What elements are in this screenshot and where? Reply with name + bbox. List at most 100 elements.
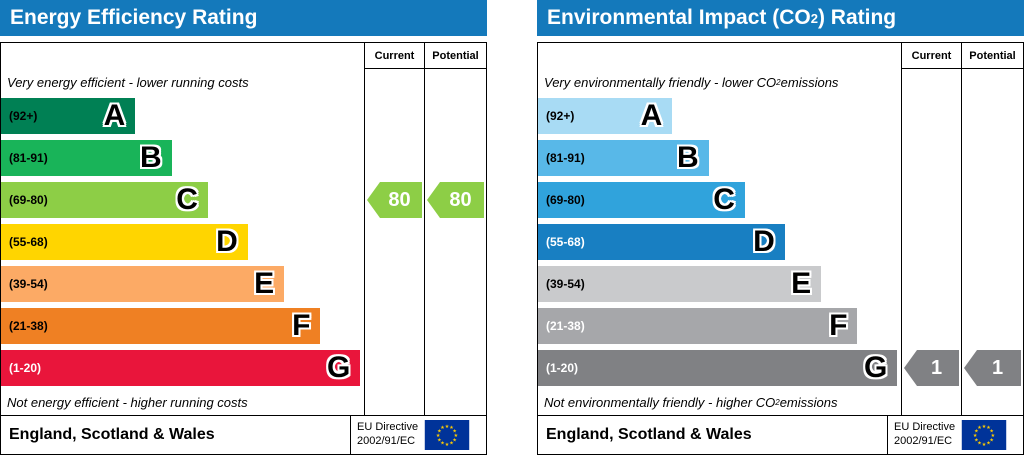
band-range: (21-38) (546, 319, 585, 333)
current-column: 1 (901, 69, 961, 415)
band-range: (69-80) (9, 193, 48, 207)
svg-text:★: ★ (986, 425, 991, 431)
band-range: (55-68) (9, 235, 48, 249)
band-range: (1-20) (9, 361, 42, 375)
potential-column: 80 (424, 69, 486, 415)
chart-footer: England, Scotland & Wales EU Directive 2… (0, 415, 487, 455)
current-rating-arrow: 1 (904, 350, 959, 386)
band-letter: D (216, 225, 238, 258)
bottom-note: Not energy efficient - higher running co… (1, 389, 364, 415)
current-column: 80 (364, 69, 424, 415)
panel-title-sub: 2 (810, 10, 818, 26)
band-letter: F (829, 309, 848, 342)
eu-directive-line2: 2002/91/EC (357, 435, 416, 447)
svg-text:★: ★ (445, 442, 450, 448)
potential-column: 1 (961, 69, 1023, 415)
potential-column-header: Potential (424, 43, 486, 69)
eu-directive-line1: EU Directive (357, 421, 419, 434)
svg-text:★: ★ (449, 441, 454, 447)
eu-directive-line1: EU Directive (894, 421, 956, 434)
band-g: (1-20) G (1, 350, 361, 386)
current-column-header: Current (901, 43, 961, 69)
band-f: (21-38) F (1, 308, 321, 344)
band-range: (39-54) (546, 277, 585, 291)
current-rating-arrow: 80 (367, 182, 422, 218)
current-column-header: Current (364, 43, 424, 69)
svg-text:★: ★ (453, 428, 458, 434)
band-range: (92+) (546, 109, 575, 123)
band-row: (39-54) E (1, 263, 364, 305)
potential-rating-arrow: 80 (427, 182, 484, 218)
band-letter: B (676, 141, 699, 174)
region-label: England, Scotland & Wales (546, 426, 752, 443)
svg-text:★: ★ (440, 441, 445, 447)
eu-directive-cell: EU Directive 2002/91/EC ★ ★ ★ ★ ★ ★ ★ ★ ★ ★ ★ ★ (887, 416, 1023, 454)
potential-rating-arrow: 1 (964, 350, 1021, 386)
band-row: (55-68) D (538, 221, 901, 263)
bottom-note-post: emissions (779, 394, 838, 410)
rating-chart: Current Potential Very environmentally f… (537, 42, 1024, 415)
svg-text:★: ★ (437, 437, 442, 443)
band-row: (81-91) B (1, 137, 364, 179)
svg-text:★: ★ (440, 425, 445, 431)
band-row: (1-20) G (538, 347, 901, 389)
eu-flag-icon: ★ ★★ ★★★ ★★★ ★★★ (424, 420, 470, 450)
bottom-note-text: Not environmentally friendly - higher CO (544, 394, 776, 410)
top-note-text: Very environmentally friendly - lower CO (544, 74, 777, 90)
band-row: (39-54) E (538, 263, 901, 305)
band-d: (55-68) D (538, 224, 785, 260)
bottom-note: Not environmentally friendly - higher CO… (538, 389, 901, 415)
band-range: (81-91) (9, 151, 48, 165)
band-letter: G (864, 351, 888, 384)
current-rating-value: 1 (930, 356, 943, 379)
bands-area: Very energy efficient - lower running co… (1, 69, 364, 415)
band-letter: A (640, 99, 663, 132)
band-d: (55-68) D (1, 224, 248, 260)
eu-directive-text: EU Directive 2002/91/EC (894, 421, 955, 449)
panel-title-text: Environmental Impact (CO (547, 6, 811, 29)
chart-footer: England, Scotland & Wales EU Directive 2… (537, 415, 1024, 455)
top-note-text: Very energy efficient - lower running co… (7, 74, 249, 90)
band-range: (69-80) (546, 193, 585, 207)
eu-directive-line2: 2002/91/EC (894, 435, 953, 447)
band-letter: E (254, 267, 275, 300)
eu-directive-text: EU Directive 2002/91/EC (357, 421, 418, 449)
band-g: (1-20) G (538, 350, 898, 386)
svg-text:★: ★ (977, 441, 982, 447)
band-row: (1-20) G (1, 347, 364, 389)
band-letter: E (791, 267, 812, 300)
band-c: (69-80) C (538, 182, 745, 218)
band-letter: A (103, 99, 126, 132)
top-note: Very environmentally friendly - lower CO… (538, 69, 901, 95)
band-row: (21-38) F (1, 305, 364, 347)
panel-title-post: ) Rating (817, 6, 897, 29)
band-e: (39-54) E (538, 266, 822, 302)
svg-text:★: ★ (437, 428, 442, 434)
band-letter: C (176, 183, 198, 216)
svg-text:★: ★ (990, 437, 995, 443)
panel-title: Environmental Impact (CO 2) Rating (537, 0, 1024, 36)
top-note-post: emissions (780, 74, 839, 90)
region-label: England, Scotland & Wales (9, 426, 215, 443)
band-row: (81-91) B (538, 137, 901, 179)
svg-text:★: ★ (986, 441, 991, 447)
svg-text:★: ★ (436, 433, 441, 439)
band-letter: G (327, 351, 351, 384)
band-b: (81-91) B (538, 140, 709, 176)
top-note: Very energy efficient - lower running co… (1, 69, 364, 95)
panel-title-text: Energy Efficiency Rating (10, 6, 258, 29)
band-row: (92+) A (1, 95, 364, 137)
band-range: (21-38) (9, 319, 48, 333)
band-f: (21-38) F (538, 308, 858, 344)
potential-column-header: Potential (961, 43, 1023, 69)
svg-text:★: ★ (453, 437, 458, 443)
band-b: (81-91) B (1, 140, 172, 176)
svg-text:★: ★ (977, 425, 982, 431)
band-letter: F (292, 309, 311, 342)
band-row: (69-80) C (538, 179, 901, 221)
eu-directive-cell: EU Directive 2002/91/EC ★ ★ ★ ★ ★ ★ ★ ★ ★ ★ ★ ★ (350, 416, 486, 454)
current-rating-value: 80 (388, 188, 411, 211)
svg-text:★: ★ (445, 424, 450, 430)
eu-flag-icon: ★ ★★ ★★★ ★★★ ★★★ (961, 420, 1007, 450)
